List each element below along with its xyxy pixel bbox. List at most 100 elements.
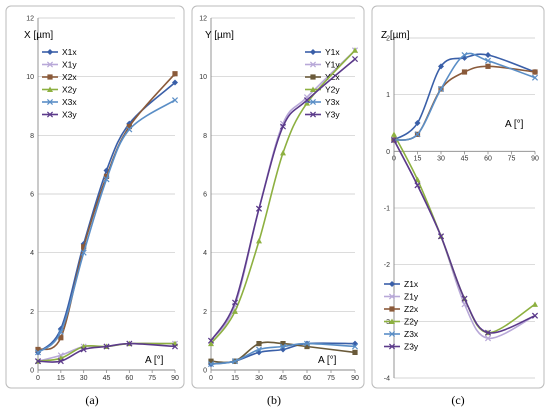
chart1-point-X1x xyxy=(172,79,178,86)
chart3-xtick-label: 90 xyxy=(531,155,539,162)
chart1-point-X3y xyxy=(80,346,87,353)
chart2-xtick-label: 90 xyxy=(351,375,359,382)
chart2-y-axis-title: Y [µm] xyxy=(205,30,234,41)
chart1-y-axis-title: X [µm] xyxy=(24,30,53,41)
chart2-point-Y2y xyxy=(304,100,310,106)
chart2-point-Y2x xyxy=(280,341,286,347)
chart1-ytick-label: 4 xyxy=(30,250,34,257)
subfigure-label-b: (b) xyxy=(267,393,281,407)
chart2-point-Y3y xyxy=(255,205,263,212)
chart1-x-axis-title: A [°] xyxy=(145,355,164,366)
chart2-legend-marker-Y2x xyxy=(310,74,316,80)
chart2-point-Y3y xyxy=(279,123,287,130)
chart3-point-Z3x xyxy=(531,74,539,81)
chart2-xtick-label: 75 xyxy=(327,375,335,382)
chart3-point-Z1x xyxy=(485,52,491,58)
subfigure-label-c: (c) xyxy=(451,393,465,407)
chart3-ytick-label: -4 xyxy=(384,376,390,383)
chart2-series-line-Y3x xyxy=(210,342,356,365)
chart1-point-X3y xyxy=(126,340,133,347)
chart3-ytick-label: -2 xyxy=(384,262,390,269)
chart3-point-Z3y xyxy=(531,312,539,319)
chart3-x-axis-title: A [°] xyxy=(505,119,524,130)
chart3-ytick-label: -1 xyxy=(384,206,390,213)
chart1-ytick-label: 10 xyxy=(26,74,34,81)
chart1-legend-label-X2y: X2y xyxy=(62,85,77,95)
chart1-legend-marker-X2x xyxy=(47,74,53,80)
chart1-point-X3y xyxy=(57,358,64,365)
chart3-legend-marker-Z3x xyxy=(388,330,396,338)
chart1-point-X3y xyxy=(103,343,110,350)
chart1-legend-label-X2x: X2x xyxy=(62,72,77,82)
chart3-point-Z3x xyxy=(461,51,468,59)
chart3-point-Z3x xyxy=(414,131,421,138)
chart1-point-X3x xyxy=(171,97,179,104)
chart2-legend-marker-Y3y xyxy=(309,111,317,118)
chart1-ytick-label: 12 xyxy=(26,16,34,23)
chart-frame-c xyxy=(371,5,545,389)
chart1-series-line-X3y xyxy=(37,342,176,363)
chart3-point-Z2x xyxy=(461,69,468,75)
chart2-xtick-label: 60 xyxy=(303,375,311,382)
chart2-point-Y2y xyxy=(208,340,214,347)
chart2-point-Y2y xyxy=(256,237,262,244)
chart1-legend-marker-X3y xyxy=(46,111,54,118)
chart2-ytick-label: 8 xyxy=(203,133,207,140)
chart1-point-X3x xyxy=(80,249,87,256)
chart3-point-Z3y xyxy=(484,329,492,336)
chart1-ytick-label: 6 xyxy=(30,192,34,199)
chart3-ytick-label: 1 xyxy=(386,92,390,99)
chart3-point-Z1x xyxy=(438,63,444,70)
chart1-xtick-label: 60 xyxy=(125,375,133,382)
chart1-xtick-label: 15 xyxy=(57,375,65,382)
subfigure-label-a: (a) xyxy=(85,393,99,407)
chart1-point-X2x xyxy=(58,335,64,341)
chart2-legend-label-Y3x: Y3x xyxy=(325,97,340,107)
chart3-xtick-label: 30 xyxy=(437,155,445,162)
chart3-legend-label-Z1x: Z1x xyxy=(404,279,419,289)
chart3-legend-marker-Z2y xyxy=(389,318,395,324)
chart3-legend-label-Z3y: Z3y xyxy=(404,342,419,352)
chart2-point-Y3x xyxy=(351,343,359,350)
chart2-point-Y3x xyxy=(303,340,311,347)
chart2-point-Y2x xyxy=(208,358,214,364)
chart3-xtick-label: 60 xyxy=(484,155,492,162)
chart1-legend-label-X3x: X3x xyxy=(62,97,77,107)
chart1-point-X3x xyxy=(126,126,133,133)
chart3-point-Z3y xyxy=(414,182,421,189)
chart3-ytick-label: 2 xyxy=(386,36,390,43)
chart2-ytick-label: 10 xyxy=(199,74,207,81)
chart3-point-Z3y xyxy=(390,136,398,144)
chart3-series-line-Z3y xyxy=(393,139,536,334)
chart3-xtick-label: 45 xyxy=(461,155,469,162)
chart2-point-Y2x xyxy=(352,349,358,355)
chart2-point-Y2y xyxy=(352,47,358,53)
chart2-xtick-label: 45 xyxy=(279,375,287,382)
chart1-xtick-label: 0 xyxy=(36,375,40,382)
chart3-legend-marker-Z2x xyxy=(389,306,395,312)
chart3-legend-marker-Z1x xyxy=(389,281,395,287)
chart1-point-X2x xyxy=(35,346,41,353)
chart2-legend-marker-Y1x xyxy=(310,49,316,55)
chart2-ytick-label: 0 xyxy=(203,368,207,375)
chart2-ytick-label: 6 xyxy=(203,192,207,199)
chart3-legend-marker-Z1y xyxy=(388,293,396,300)
chart1-point-X3x xyxy=(34,349,42,356)
chart1-point-X2x xyxy=(81,244,87,250)
chart2-point-Y3x xyxy=(207,361,215,368)
chart1-xtick-label: 45 xyxy=(103,375,111,382)
chart3-ytick-label: 0 xyxy=(386,149,390,156)
chart2-ytick-label: 4 xyxy=(203,250,207,257)
chart2-legend-marker-Y3x xyxy=(309,98,317,106)
chart2-xtick-label: 15 xyxy=(231,375,239,382)
chart2-x-axis-title: A [°] xyxy=(318,355,337,366)
chart3-point-Z2x xyxy=(485,63,491,69)
chart2-legend-marker-Y2y xyxy=(310,86,316,92)
chart1-xtick-label: 30 xyxy=(80,375,88,382)
chart3-point-Z3y xyxy=(437,233,445,240)
chart3-legend-label-Z1y: Z1y xyxy=(404,292,419,302)
chart2-xtick-label: 0 xyxy=(209,375,213,382)
chart1-ytick-label: 0 xyxy=(30,368,34,375)
chart3-series-line-Z1x xyxy=(393,53,536,141)
